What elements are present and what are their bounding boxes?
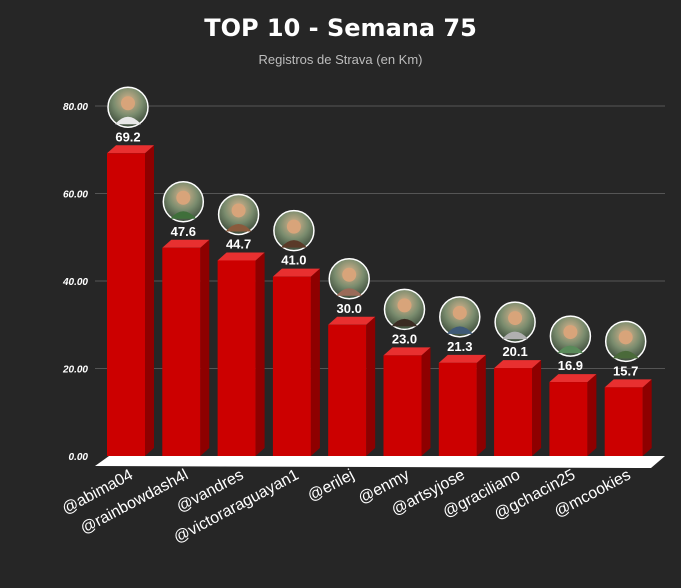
chart-title: TOP 10 - Semana 75 xyxy=(204,14,477,42)
avatar-body xyxy=(280,240,307,248)
bar-top xyxy=(107,145,154,154)
bar-top xyxy=(438,354,486,363)
chart-floor xyxy=(95,456,665,468)
avatar-body xyxy=(557,345,584,354)
avatar xyxy=(383,288,426,331)
avatar-body xyxy=(446,326,473,334)
avatar-head xyxy=(231,203,246,218)
avatar-body xyxy=(336,288,363,296)
avatar-head xyxy=(508,311,523,326)
bar-top xyxy=(162,239,210,248)
bar-side xyxy=(366,316,376,456)
bar xyxy=(494,368,533,456)
avatar-body xyxy=(612,350,639,359)
chart-subtitle: Registros de Strava (en Km) xyxy=(258,52,423,67)
value-label: 20.1 xyxy=(502,344,527,359)
bar xyxy=(438,362,477,456)
value-label: 41.0 xyxy=(281,253,306,268)
value-label: 21.3 xyxy=(447,339,472,354)
avatar-head xyxy=(286,219,301,234)
avatar-body xyxy=(115,116,141,125)
bar-side xyxy=(532,360,542,456)
avatar-head xyxy=(452,305,467,320)
bar-top xyxy=(494,360,542,369)
avatar-head xyxy=(618,330,633,345)
value-label: 44.7 xyxy=(226,236,251,251)
bar xyxy=(549,382,588,456)
avatar xyxy=(604,320,647,363)
y-tick-label: 60.00 xyxy=(63,190,88,201)
bar xyxy=(383,355,422,456)
avatar-head xyxy=(342,267,357,282)
value-label: 69.2 xyxy=(115,129,140,144)
value-label: 30.0 xyxy=(337,301,362,316)
avatar xyxy=(439,296,481,338)
bar-top xyxy=(383,347,431,356)
bar-side xyxy=(476,354,486,456)
avatar-body xyxy=(391,318,418,327)
value-label: 16.9 xyxy=(558,358,583,373)
avatar xyxy=(273,209,315,252)
bar xyxy=(162,247,201,456)
avatar xyxy=(107,86,149,128)
bar xyxy=(604,387,643,456)
avatar-body xyxy=(225,223,252,232)
bar xyxy=(328,324,367,456)
x-tick-label: @erilej xyxy=(305,467,357,505)
bar-top xyxy=(604,379,652,388)
y-tick-label: 40.00 xyxy=(62,277,88,288)
avatar-head xyxy=(121,96,135,111)
avatar-head xyxy=(397,298,412,313)
y-tick-label: 20.00 xyxy=(62,365,88,376)
value-label: 15.7 xyxy=(613,363,638,378)
avatar-body xyxy=(170,211,197,219)
value-label: 23.0 xyxy=(392,331,417,346)
y-tick-label: 80.00 xyxy=(63,102,88,113)
bar xyxy=(272,276,311,456)
bar-side xyxy=(642,379,652,456)
y-tick-label: 0.00 xyxy=(69,452,89,463)
avatar xyxy=(162,181,205,223)
bar xyxy=(217,260,256,456)
avatar-body xyxy=(502,331,529,340)
bar-side xyxy=(310,268,320,456)
avatar-head xyxy=(563,325,578,340)
avatar-head xyxy=(176,190,191,205)
avatar xyxy=(549,315,592,357)
bar xyxy=(107,153,145,456)
bar-top xyxy=(217,252,265,261)
value-label: 47.6 xyxy=(171,224,196,239)
avatar xyxy=(328,258,370,300)
bar-side xyxy=(421,347,431,456)
bar-top xyxy=(272,268,320,277)
bar-side xyxy=(200,239,210,456)
bar-side xyxy=(255,252,265,456)
avatar xyxy=(494,301,536,343)
avatar xyxy=(217,193,260,236)
bar-top xyxy=(549,374,597,383)
bar-side xyxy=(587,374,597,456)
bar-side xyxy=(145,145,154,456)
bar-top xyxy=(328,316,376,325)
